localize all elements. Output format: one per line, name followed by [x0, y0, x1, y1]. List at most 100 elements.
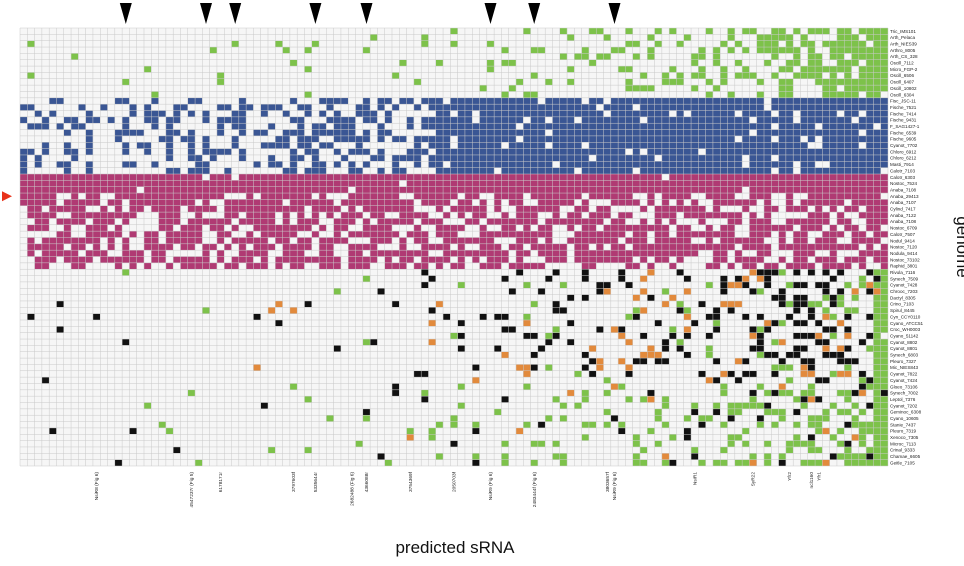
genome-label: Micro_FGP-2: [890, 67, 918, 72]
heatmap-cell: [880, 66, 888, 73]
heatmap-cell: [756, 326, 764, 333]
heatmap-cell: [348, 231, 356, 238]
heatmap-cell: [873, 402, 881, 409]
heatmap-cell: [464, 123, 473, 130]
heatmap-cell: [304, 47, 312, 54]
heatmap-cell: [588, 256, 597, 263]
heatmap-cell: [384, 186, 392, 194]
heatmap-cell: [501, 161, 509, 168]
heatmap-cell: [530, 142, 538, 149]
heatmap-cell: [829, 135, 837, 143]
heatmap-cell: [807, 383, 816, 390]
heatmap-cell: [698, 231, 706, 238]
heatmap-cell: [362, 186, 371, 194]
heatmap-cell: [661, 421, 670, 428]
heatmap-cell: [727, 28, 735, 35]
heatmap-cell: [785, 243, 794, 251]
heatmap-cell: [319, 180, 327, 187]
heatmap-cell: [836, 66, 845, 73]
heatmap-cell: [720, 167, 728, 174]
heatmap-cell: [632, 186, 640, 194]
heatmap-cell: [676, 154, 684, 162]
heatmap-cell: [238, 218, 247, 225]
heatmap-cell: [793, 123, 801, 130]
heatmap-cell: [202, 250, 210, 257]
heatmap-cell: [618, 186, 626, 194]
heatmap-cell: [63, 224, 72, 232]
heatmap-cell: [362, 275, 371, 282]
heatmap-cell: [581, 269, 589, 276]
heatmap-cell: [866, 78, 874, 86]
heatmap-cell: [392, 205, 400, 213]
heatmap-cell: [253, 262, 261, 270]
heatmap-cell: [596, 123, 604, 130]
heatmap-cell: [165, 186, 174, 194]
heatmap-cell: [691, 186, 699, 194]
heatmap-cell: [756, 231, 764, 238]
heatmap-cell: [567, 154, 575, 162]
heatmap-cell: [836, 97, 845, 105]
heatmap-cell: [851, 224, 859, 232]
heatmap-cell: [574, 237, 582, 244]
heatmap-cell: [289, 167, 298, 174]
heatmap-cell: [406, 123, 414, 130]
heatmap-cell: [523, 313, 531, 320]
heatmap-cell: [851, 47, 859, 54]
genome-label: Arth_Pelaca: [890, 35, 915, 40]
heatmap-cell: [333, 129, 341, 136]
heatmap-cell: [588, 193, 597, 200]
heatmap-cell: [836, 123, 845, 130]
heatmap-cell: [698, 129, 706, 136]
heatmap-cell: [523, 237, 531, 244]
heatmap-cell: [749, 123, 757, 130]
heatmap-cell: [421, 180, 429, 187]
heatmap-cell: [530, 212, 538, 219]
heatmap-cell: [144, 199, 152, 206]
heatmap-cell: [71, 53, 79, 60]
heatmap-cell: [683, 212, 692, 219]
heatmap-cell: [85, 237, 93, 244]
heatmap-cell: [144, 237, 152, 244]
heatmap-cell: [362, 116, 371, 124]
heatmap-cell: [297, 186, 305, 194]
heatmap-cell: [27, 250, 35, 257]
genome-label: Crinal_9333: [890, 448, 915, 453]
heatmap-cell: [734, 154, 743, 162]
heatmap-cell: [260, 218, 268, 225]
heatmap-cell: [800, 320, 808, 327]
heatmap-cell: [195, 262, 203, 270]
heatmap-cell: [552, 104, 560, 111]
heatmap-cell: [34, 123, 42, 130]
heatmap-cell: [537, 116, 546, 124]
heatmap-cell: [384, 205, 392, 213]
heatmap-cell: [421, 135, 429, 143]
heatmap-cell: [537, 199, 546, 206]
heatmap-cell: [742, 174, 750, 181]
heatmap-cell: [523, 364, 531, 371]
heatmap-cell: [297, 212, 305, 219]
heatmap-cell: [618, 383, 626, 390]
heatmap-cell: [676, 237, 684, 244]
heatmap-cell: [588, 97, 597, 105]
heatmap-cell: [705, 180, 713, 187]
heatmap-cell: [683, 34, 692, 41]
heatmap-cell: [27, 148, 35, 155]
heatmap-cell: [421, 218, 429, 225]
heatmap-cell: [443, 148, 451, 155]
heatmap-cell: [683, 434, 692, 441]
heatmap-cell: [632, 123, 640, 130]
heatmap-cell: [844, 110, 852, 117]
heatmap-cell: [873, 193, 881, 200]
heatmap-cell: [282, 142, 290, 149]
heatmap-cell: [151, 231, 159, 238]
heatmap-cell: [216, 116, 225, 124]
heatmap-cell: [479, 199, 487, 206]
heatmap-cell: [494, 243, 502, 251]
heatmap-cell: [873, 326, 881, 333]
heatmap-cell: [822, 262, 830, 270]
heatmap-cell: [319, 110, 327, 117]
heatmap-cell: [129, 110, 137, 117]
heatmap-cell: [742, 123, 750, 130]
heatmap-cell: [625, 193, 633, 200]
genome-label: Synech_7509: [890, 276, 919, 281]
